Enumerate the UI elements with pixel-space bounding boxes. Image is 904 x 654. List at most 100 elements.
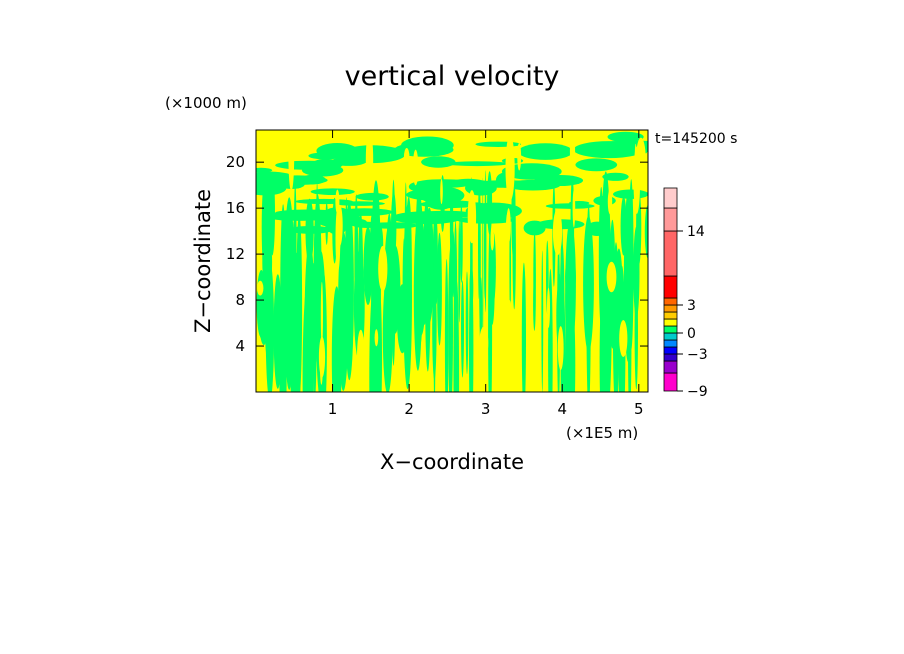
field-gap [543, 308, 547, 324]
y-tick-label: 8 [235, 291, 245, 309]
field-gap [320, 281, 323, 348]
colorbar-segment [663, 297, 678, 306]
colorbar-segment [663, 318, 678, 327]
colorbar-label: −9 [687, 384, 708, 400]
y-axis-title: Z−coordinate [191, 189, 215, 333]
contour-patch [475, 141, 521, 147]
colorbar-label: 3 [687, 298, 696, 314]
y-unit-label: (×1000 m) [165, 94, 247, 112]
field-gap [403, 148, 410, 168]
contour-patch [308, 152, 343, 160]
colorbar: 14 3 0 −3 −9 [663, 187, 708, 400]
field-gap [437, 350, 443, 372]
contour-streak [369, 288, 378, 392]
contour-patch [334, 201, 385, 206]
field-gap [517, 142, 522, 171]
colorbar-segment [663, 207, 678, 232]
x-tick-label: 3 [481, 400, 491, 418]
field-gap [505, 135, 515, 201]
contour-streak [521, 262, 526, 392]
contour-streak [363, 226, 373, 305]
field-gap [365, 130, 374, 192]
contour-streak [644, 205, 648, 259]
contour-streak [461, 280, 464, 378]
x-tick-label: 2 [404, 400, 414, 418]
field-gap [572, 189, 576, 228]
contour-streak [273, 274, 282, 389]
contour-streak [465, 271, 469, 375]
contour-streak [405, 196, 412, 324]
contour-patch [300, 174, 326, 185]
contour-streak [402, 238, 406, 336]
colorbar-label: 0 [687, 326, 696, 342]
y-axis: 4 8 12 16 20 [226, 153, 648, 355]
chart-title: vertical velocity [345, 61, 560, 92]
field-gap [467, 190, 477, 244]
contour-patch [339, 218, 367, 226]
contour-patch [575, 158, 618, 172]
field-gap [257, 335, 262, 392]
contour-patch [406, 188, 459, 201]
contour-streak [338, 231, 349, 391]
field-gap [557, 326, 564, 371]
contour-streak [304, 242, 315, 392]
contour-streak [265, 261, 275, 392]
colorbar-segment [663, 230, 678, 277]
contour-patch [335, 208, 394, 216]
field-gap [412, 149, 419, 186]
x-tick-label: 1 [328, 400, 338, 418]
x-axis: 1 2 3 4 5 [328, 130, 644, 418]
colorbar-segment [663, 187, 678, 209]
field-gap [352, 334, 355, 389]
field-gap [374, 329, 379, 347]
contour-patch [414, 179, 472, 189]
contour-patch [445, 161, 509, 167]
x-unit-label: (×1E5 m) [566, 424, 638, 442]
contour-streak [598, 186, 604, 329]
contour-streak [541, 250, 544, 392]
contour-streak [382, 274, 393, 392]
x-axis-title: X−coordinate [380, 450, 524, 474]
colorbar-segment [663, 332, 678, 341]
field-gap [640, 289, 646, 361]
field-gap [335, 206, 341, 272]
colorbar-segment [663, 311, 678, 320]
field-gap [357, 329, 365, 384]
contour-streak [453, 284, 457, 392]
colorbar-segment [663, 325, 678, 334]
contour-streak [262, 235, 273, 290]
contour-patch [593, 195, 616, 206]
field-gap [633, 146, 641, 214]
colorbar-segment [663, 360, 678, 374]
field-gap [547, 287, 550, 328]
contour-streak [444, 259, 449, 392]
colorbar-label: −3 [687, 347, 708, 363]
colorbar-label: 14 [687, 224, 705, 240]
velocity-field [256, 130, 648, 392]
colorbar-segment [663, 353, 678, 362]
contour-streak [458, 220, 461, 323]
contour-patch [256, 181, 287, 196]
y-tick-label: 20 [226, 153, 245, 171]
contour-patch [607, 131, 644, 143]
contour-patch [501, 163, 562, 180]
contour-streak [280, 204, 286, 392]
colorbar-segment [663, 339, 678, 348]
contour-patch [420, 212, 475, 218]
contour-patch [518, 143, 573, 160]
field-gap [552, 208, 563, 256]
contour-streak [390, 245, 401, 334]
contour-patch [256, 167, 273, 173]
field-gap [479, 326, 489, 360]
contour-streak [484, 202, 486, 299]
contour-patch [602, 172, 629, 181]
field-gap [440, 178, 443, 205]
plot-frame [255, 129, 649, 393]
x-tick-label: 5 [634, 400, 644, 418]
contour-streak [258, 282, 269, 345]
contour-streak [583, 215, 594, 352]
contour-patch [573, 141, 645, 159]
contour-streak [448, 246, 453, 392]
